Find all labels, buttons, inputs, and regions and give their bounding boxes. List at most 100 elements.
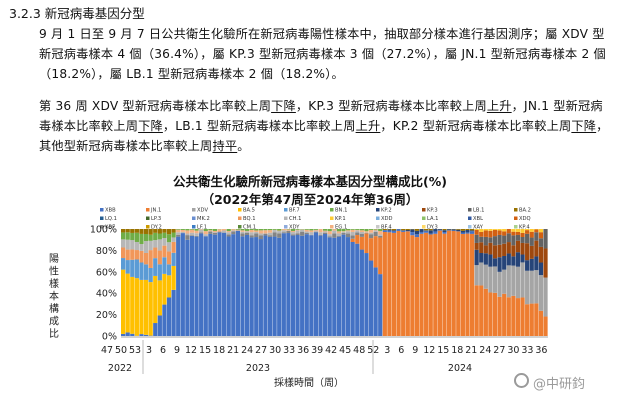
bar-segment: [355, 229, 360, 230]
legend-label: XDD: [381, 216, 393, 222]
legend-label: KP.1: [335, 216, 346, 222]
weibo-logo-icon: [514, 373, 529, 388]
bar-segment: [515, 234, 521, 241]
legend-swatch: [514, 208, 518, 212]
bar-segment: [391, 232, 397, 336]
bar-segment: [180, 229, 185, 232]
legend-swatch: [330, 208, 334, 212]
bar-segment: [345, 237, 351, 336]
bar-segment: [442, 229, 447, 231]
bar-segment: [332, 230, 337, 234]
bar-segment: [502, 269, 507, 294]
bar-segment: [263, 233, 268, 236]
bar-segment: [529, 245, 534, 259]
x-tick-label: 36: [535, 345, 547, 356]
bar-segment: [424, 232, 429, 336]
bar-segment: [121, 247, 126, 259]
bar-segment: [401, 231, 406, 336]
bar-segment: [304, 234, 309, 336]
bar-segment: [378, 230, 383, 235]
bar-segment: [456, 229, 461, 232]
legend-label: XBB: [105, 208, 116, 214]
bar-segment: [497, 234, 502, 245]
bar-segment: [162, 229, 167, 233]
bar-segment: [378, 237, 383, 275]
bar-segment: [414, 230, 420, 235]
bar-segment: [281, 232, 286, 234]
legend-swatch: [100, 216, 104, 220]
bar-segment: [125, 332, 130, 336]
bar-segment: [538, 229, 544, 233]
bar-segment: [336, 231, 342, 234]
bar-segment: [318, 234, 323, 236]
bar-segment: [300, 229, 305, 232]
legend-swatch: [468, 208, 472, 212]
bar-segment: [286, 230, 291, 234]
bar-segment: [456, 229, 461, 230]
bar-segment: [492, 292, 498, 336]
bar-segment: [391, 230, 397, 232]
legend-swatch: [146, 208, 150, 212]
bar-segment: [240, 231, 245, 234]
bar-segment: [341, 234, 346, 336]
legend-label: BF.4: [381, 225, 392, 231]
x-tick-label: 12: [423, 345, 435, 356]
bar-segment: [520, 262, 525, 298]
legend-label: JN.1: [150, 208, 161, 214]
bar-segment: [180, 233, 185, 336]
bar-segment: [286, 229, 291, 231]
bar-segment: [194, 233, 199, 236]
bar-segment: [497, 257, 502, 272]
bar-segment: [515, 252, 521, 267]
bar-segment: [483, 264, 488, 289]
bar-segment: [286, 233, 291, 336]
bar-segment: [525, 243, 530, 261]
bar-segment: [428, 230, 433, 234]
bar-segment: [336, 229, 342, 232]
p2-trend: 持平: [212, 139, 238, 153]
bar-segment: [534, 270, 539, 304]
bar-segment: [139, 233, 144, 245]
bar-segment: [502, 255, 507, 270]
legend-swatch: [238, 216, 242, 220]
bar-segment: [212, 232, 218, 233]
bar-segment: [405, 229, 410, 231]
bar-segment: [130, 259, 135, 277]
bar-segment: [148, 234, 153, 241]
bar-segment: [497, 230, 502, 235]
bar-segment: [121, 258, 126, 270]
bar-segment: [318, 235, 323, 336]
bar-segment: [373, 229, 378, 230]
paragraph-1-text: 9 月 1 日至 9 月 7 日公共衛生化驗所在新冠病毒陽性樣本中，抽取部分樣本…: [39, 27, 606, 81]
x-year-label: 2022: [108, 363, 132, 374]
bar-segment: [488, 229, 493, 231]
p2-trend: 下降: [571, 119, 597, 133]
bar-segment: [345, 230, 351, 232]
legend-label: KP.2: [381, 208, 392, 214]
bar-segment: [488, 237, 493, 243]
bar-segment: [502, 243, 507, 256]
legend-swatch: [238, 225, 242, 229]
bar-segment: [497, 229, 502, 231]
bar-segment: [529, 237, 534, 246]
bar-segment: [479, 285, 484, 336]
bar-segment: [350, 235, 355, 239]
bar-segment: [189, 235, 195, 236]
bar-segment: [469, 229, 475, 231]
bar-segment: [378, 235, 383, 238]
x-tick-label: 50: [115, 345, 127, 356]
bar-segment: [538, 238, 544, 247]
bar-segment: [162, 232, 167, 239]
bar-segment: [479, 253, 484, 263]
bar-segment: [373, 267, 378, 336]
legend-label: DY.3: [427, 225, 438, 231]
bar-segment: [364, 232, 369, 234]
bar-segment: [543, 277, 548, 317]
y-axis-title-char: 本: [49, 290, 59, 303]
bar-segment: [492, 236, 498, 246]
y-axis-title-char: 比: [49, 328, 59, 340]
x-tick-label: 15: [199, 345, 211, 356]
bar-segment: [231, 230, 236, 232]
bar-segment: [130, 229, 135, 233]
legend-swatch: [376, 208, 380, 212]
